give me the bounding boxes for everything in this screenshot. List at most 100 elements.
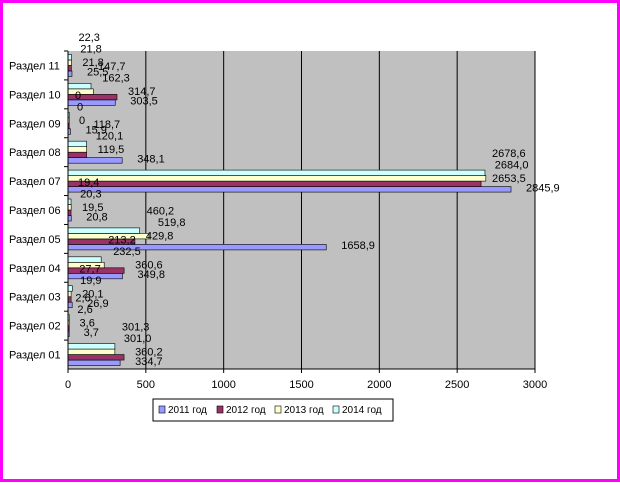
data-label: 19,4 xyxy=(78,177,99,189)
category-label: Раздел 01 xyxy=(9,350,61,362)
data-label: 147,7 xyxy=(98,61,126,73)
data-label: 303,5 xyxy=(130,96,158,108)
x-tick-label: 1000 xyxy=(211,379,235,391)
data-label: 15,9 xyxy=(85,125,106,137)
data-label: 0 xyxy=(79,115,85,127)
data-label: 301,3 xyxy=(122,321,150,333)
data-label: 119,5 xyxy=(98,144,125,156)
data-label: 360,6 xyxy=(135,260,163,272)
bar-chart: 0 500 1000 1500 2000 2500 3000 Раздел 01Раздел… xyxy=(9,32,560,422)
bar xyxy=(67,354,125,361)
category-label: Раздел 10 xyxy=(9,89,61,101)
category-label: Раздел 11 xyxy=(9,60,60,72)
data-label: 21,8 xyxy=(82,57,103,69)
bar xyxy=(67,59,72,66)
x-tick-label: 500 xyxy=(137,379,155,391)
data-label: 21,8 xyxy=(80,44,101,56)
gridlines xyxy=(145,51,536,369)
legend-box xyxy=(152,398,394,422)
legend-swatch xyxy=(332,405,340,414)
legend-swatch xyxy=(158,405,166,414)
data-label: 2653,5 xyxy=(492,173,526,185)
data-label: 301,0 xyxy=(124,333,152,345)
category-label: Раздел 05 xyxy=(9,234,61,246)
bar xyxy=(67,146,87,153)
x-tick-label: 1500 xyxy=(289,379,313,391)
data-label: 20,3 xyxy=(80,188,101,200)
bar xyxy=(67,151,87,158)
x-tick-label: 2000 xyxy=(367,379,391,391)
data-label: 2678,6 xyxy=(492,148,526,160)
bar xyxy=(67,180,482,187)
data-label: 19,5 xyxy=(82,202,103,214)
data-label: 20,1 xyxy=(82,288,103,300)
bar xyxy=(67,285,73,292)
data-label: 0 xyxy=(77,102,83,114)
legend-swatch xyxy=(274,405,282,414)
data-label: 213,2 xyxy=(108,235,136,247)
data-label: 118,7 xyxy=(93,119,120,131)
legend-label: 2013 год xyxy=(284,405,324,416)
data-label: 3,7 xyxy=(84,327,99,339)
data-label: 429,8 xyxy=(146,231,174,243)
x-tick-label: 2500 xyxy=(445,379,469,391)
legend: 2011 год 2012 год 2013 год 2014 год xyxy=(152,398,394,422)
data-label: 348,1 xyxy=(137,153,165,165)
data-label: 232,5 xyxy=(113,246,141,258)
data-label: 314,7 xyxy=(128,86,156,98)
bar xyxy=(67,175,487,182)
bar xyxy=(67,227,140,234)
bar xyxy=(67,157,123,164)
data-label: 162,3 xyxy=(102,73,130,85)
data-label: 460,2 xyxy=(147,206,175,218)
legend-label: 2011 год xyxy=(168,405,207,416)
data-label: 22,3 xyxy=(78,32,99,44)
bars xyxy=(67,54,512,366)
bar xyxy=(67,169,486,176)
data-label: 1658,9 xyxy=(341,240,375,252)
category-label: Раздел 04 xyxy=(9,263,61,275)
data-label: 20,8 xyxy=(86,211,107,223)
data-label: 2,6 xyxy=(75,292,90,304)
x-tick-label: 3000 xyxy=(523,379,547,391)
bar xyxy=(67,256,102,263)
bar xyxy=(67,140,87,147)
bar xyxy=(67,244,327,251)
bar xyxy=(67,70,73,77)
bar xyxy=(67,348,116,355)
data-label: 120,1 xyxy=(96,130,124,142)
data-label: 360,2 xyxy=(135,346,163,358)
category-label: Раздел 08 xyxy=(9,147,61,159)
category-label: Раздел 02 xyxy=(9,321,61,333)
bar xyxy=(67,83,92,90)
category-label: Раздел 09 xyxy=(9,118,61,130)
bar xyxy=(67,359,121,366)
bar xyxy=(67,301,73,309)
data-label: 2845,9 xyxy=(526,182,560,194)
data-label: 519,8 xyxy=(158,217,186,229)
bar xyxy=(67,186,512,193)
legend-swatch xyxy=(216,405,224,414)
legend-label: 2012 год xyxy=(226,405,266,416)
data-labels: 334,7360,2301,0301,33,73,62,62,626,920,1… xyxy=(75,32,560,368)
bar xyxy=(67,343,116,350)
data-label: 349,8 xyxy=(137,269,165,281)
data-label: 334,7 xyxy=(135,356,163,368)
data-label: 2,6 xyxy=(77,304,92,316)
data-label: 2684,0 xyxy=(495,159,529,171)
data-label: 0 xyxy=(75,90,81,102)
bar xyxy=(67,54,72,61)
data-label: 26,9 xyxy=(87,298,108,310)
data-label: 25,5 xyxy=(87,67,108,79)
data-label: 19,9 xyxy=(80,275,101,287)
bar xyxy=(67,65,72,72)
category-label: Раздел 03 xyxy=(9,292,61,304)
category-labels: Раздел 01 Раздел 02 Раздел 03 Раздел 04 Разд… xyxy=(9,50,68,362)
legend-label: 2014 год xyxy=(342,405,382,416)
data-label: 27,7 xyxy=(79,263,100,275)
x-tick-label: 0 xyxy=(65,379,71,391)
category-label: Раздел 06 xyxy=(9,205,61,217)
data-label: 3,6 xyxy=(80,317,95,329)
category-label: Раздел 07 xyxy=(9,176,61,188)
